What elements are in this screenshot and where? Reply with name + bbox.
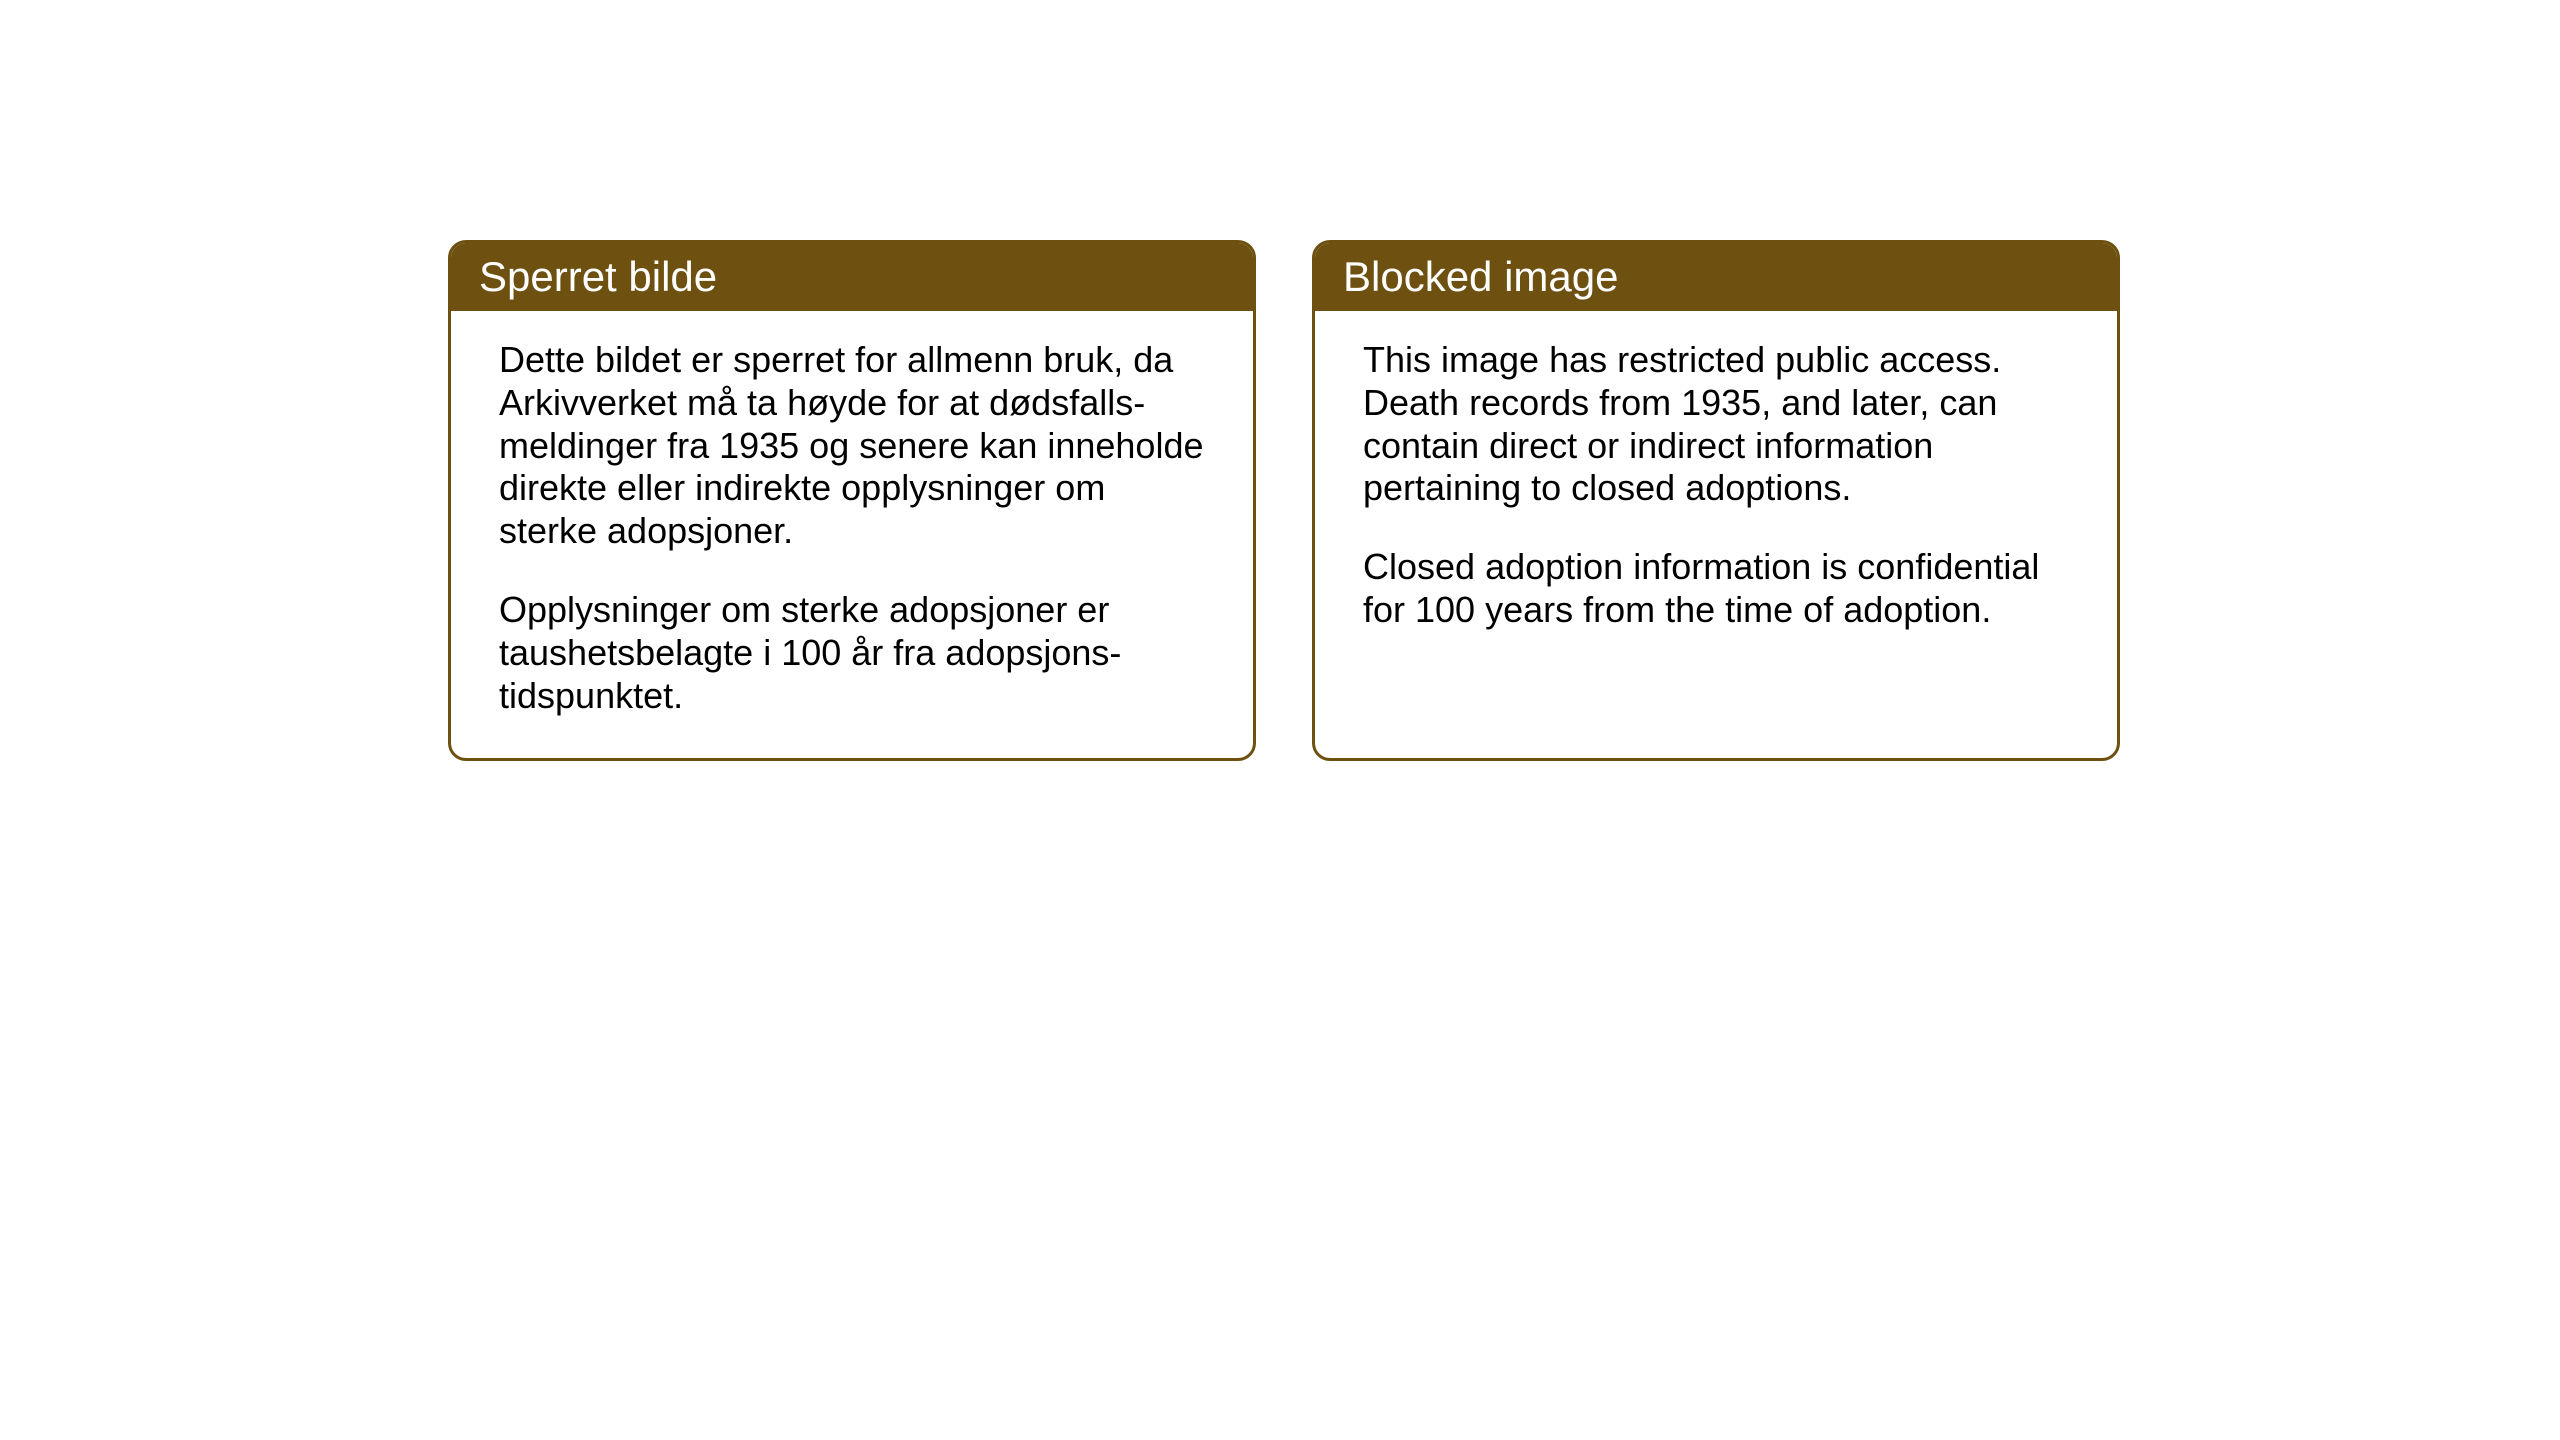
- card-norwegian: Sperret bilde Dette bildet er sperret fo…: [448, 240, 1256, 761]
- card-paragraph-en-1: This image has restricted public access.…: [1363, 339, 2069, 510]
- card-english: Blocked image This image has restricted …: [1312, 240, 2120, 761]
- card-body-no: Dette bildet er sperret for allmenn bruk…: [451, 311, 1253, 758]
- card-title-no: Sperret bilde: [451, 243, 1253, 311]
- card-paragraph-no-2: Opplysninger om sterke adopsjoner er tau…: [499, 589, 1205, 717]
- notice-container: Sperret bilde Dette bildet er sperret fo…: [448, 240, 2120, 761]
- card-title-en: Blocked image: [1315, 243, 2117, 311]
- card-body-en: This image has restricted public access.…: [1315, 311, 2117, 672]
- card-paragraph-en-2: Closed adoption information is confident…: [1363, 546, 2069, 632]
- card-paragraph-no-1: Dette bildet er sperret for allmenn bruk…: [499, 339, 1205, 553]
